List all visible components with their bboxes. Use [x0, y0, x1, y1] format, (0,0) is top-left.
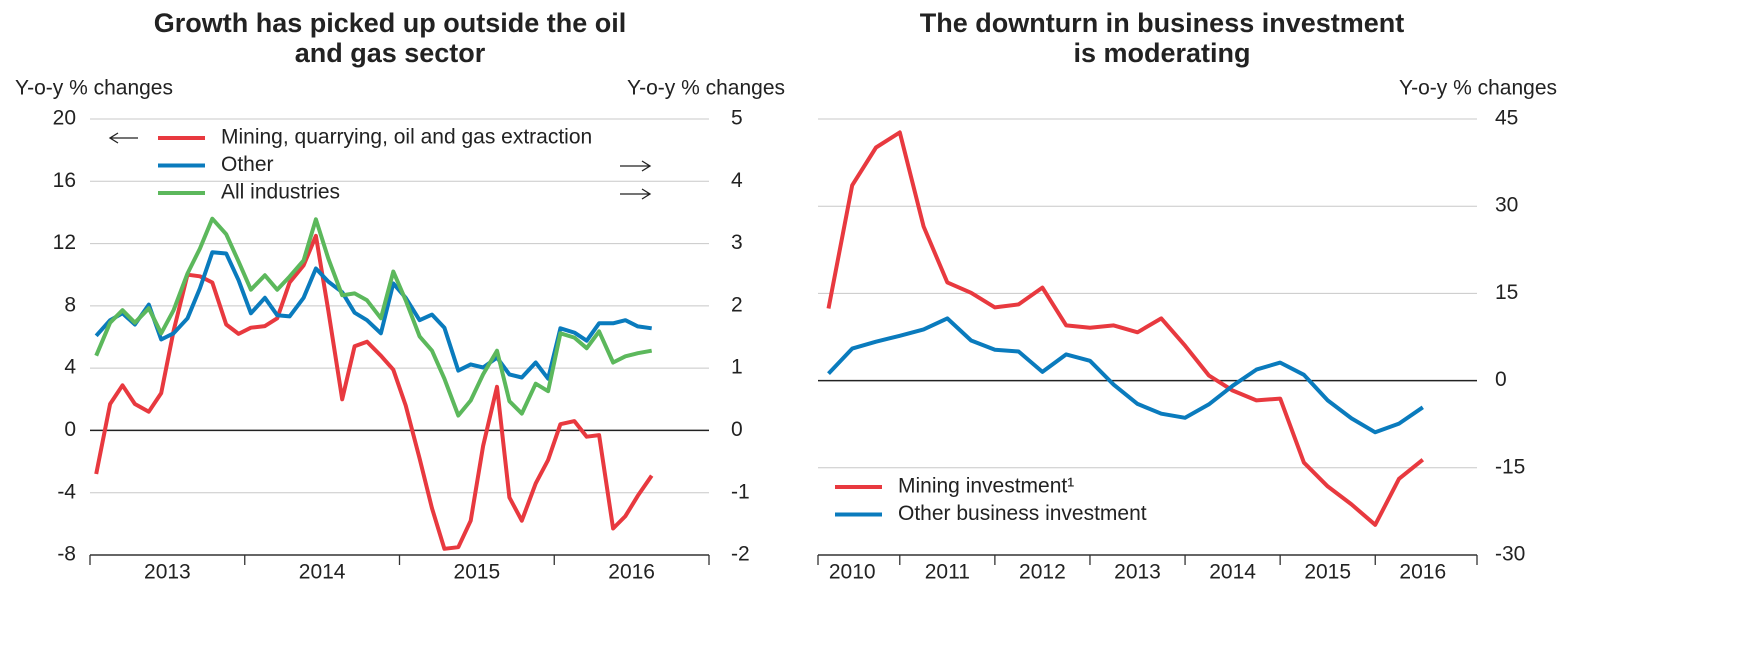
series-line [94, 233, 654, 551]
x-tick-label: 2015 [454, 561, 501, 584]
x-tick-label: 2016 [608, 561, 655, 584]
y-tick-label: 45 [1495, 107, 1518, 130]
x-tick-label: 2011 [925, 561, 970, 584]
chart-title: Growth has picked up outside the oil and… [153, 8, 627, 68]
legend-label: Mining investment¹ [898, 475, 1074, 498]
y-tick-label: -15 [1495, 455, 1525, 478]
y-tick-label: 0 [1495, 368, 1507, 391]
arrow-right [620, 188, 652, 200]
y2-tick-label: 4 [731, 169, 743, 192]
axis-arrows [108, 132, 652, 200]
y-tick-label: 30 [1495, 194, 1518, 217]
y-tick-label: 0 [64, 418, 76, 441]
y-tick-label: 15 [1495, 281, 1518, 304]
y2-tick-label: 5 [731, 107, 743, 130]
x-tick-label: 2014 [1209, 561, 1256, 584]
y-tick-label: 12 [53, 231, 76, 254]
y-tick-label: 8 [64, 293, 76, 316]
series-line [826, 130, 1425, 527]
y-tick-label: -8 [57, 543, 76, 566]
y-tick-label: 4 [64, 356, 76, 379]
y-tick-label: -4 [57, 480, 76, 503]
arrow-right [620, 160, 652, 172]
arrow-left [108, 132, 138, 144]
x-tick-label: 2012 [1019, 561, 1066, 584]
y2-axis-title: Y-o-y % changes [627, 77, 785, 100]
x-tick-label: 2014 [299, 561, 346, 584]
legend-label: Mining, quarrying, oil and gas extractio… [221, 126, 592, 149]
series-line [94, 216, 653, 418]
y2-tick-label: 0 [731, 418, 743, 441]
x-tick-label: 2013 [1114, 561, 1161, 584]
series-line [827, 316, 1424, 435]
y2-tick-label: 1 [731, 356, 743, 379]
y-tick-label: 16 [53, 169, 76, 192]
x-tick-label: 2016 [1399, 561, 1446, 584]
y2-tick-label: 3 [731, 231, 743, 254]
x-tick-label: 2015 [1304, 561, 1351, 584]
y2-tick-label: -1 [731, 480, 750, 503]
y-tick-label: 20 [53, 107, 76, 130]
x-tick-label: 2010 [829, 561, 876, 584]
legend-label: Other business investment [898, 502, 1147, 525]
y-tick-label: -30 [1495, 543, 1525, 566]
legend-label: All industries [221, 181, 340, 204]
y2-tick-label: 2 [731, 293, 743, 316]
y-axis-title: Y-o-y % changes [1399, 77, 1557, 100]
x-tick-label: 2013 [144, 561, 191, 584]
series-line [94, 250, 652, 381]
y2-tick-label: -2 [731, 543, 750, 566]
y-axis-title: Y-o-y % changes [15, 77, 173, 100]
chart-title: The downturn in business investment is m… [919, 8, 1405, 68]
legend-label: Other [221, 153, 274, 176]
